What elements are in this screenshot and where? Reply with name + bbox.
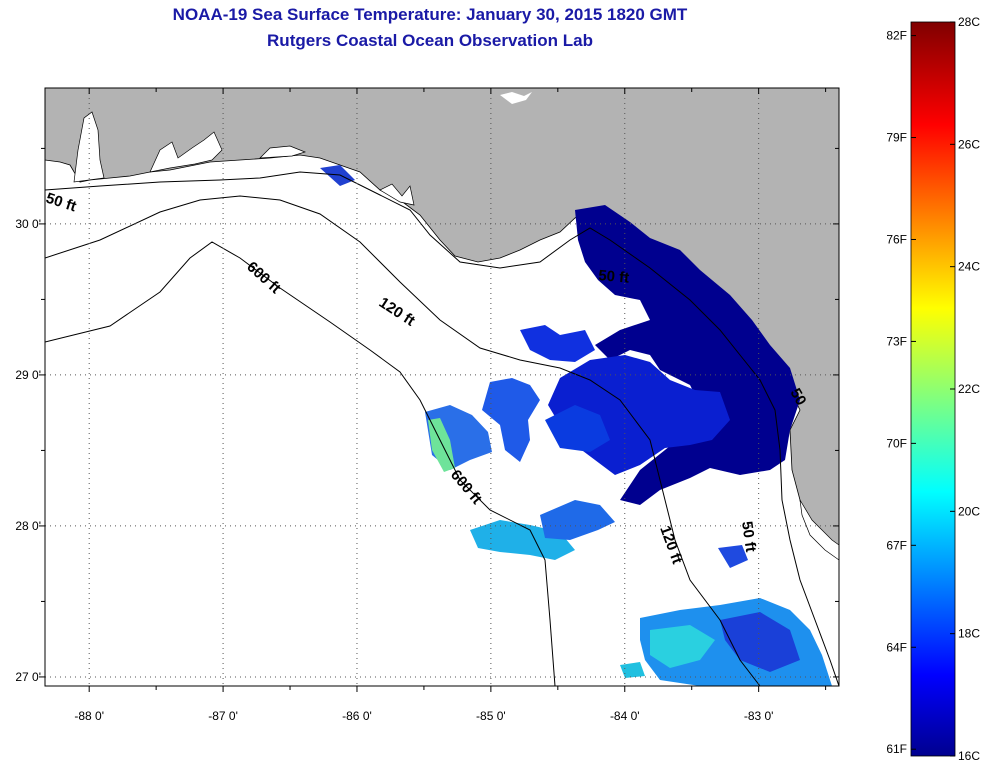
lon-label: -87 0' bbox=[208, 709, 238, 723]
colorbar-label-c: 22C bbox=[958, 382, 980, 396]
colorbar-label-c: 20C bbox=[958, 504, 980, 518]
sst-patch-west-shelf bbox=[482, 378, 540, 462]
colorbar-label-c: 24C bbox=[958, 260, 980, 274]
lat-label: 30 0' bbox=[15, 217, 41, 231]
contour-600ft-line bbox=[45, 241, 556, 686]
sst-patch-bigbend bbox=[575, 205, 800, 505]
colorbar-label-f: 70F bbox=[886, 436, 907, 450]
lat-label: 28 0' bbox=[15, 519, 41, 533]
lat-label: 27 0' bbox=[15, 670, 41, 684]
apalachee-bay bbox=[379, 183, 415, 206]
contour-120ft-line bbox=[45, 195, 761, 686]
sst-data bbox=[320, 165, 832, 686]
sst-patch-small bbox=[718, 545, 748, 568]
colorbar bbox=[910, 21, 956, 757]
colorbar-label-c: 26C bbox=[958, 137, 980, 151]
colorbar-label-f: 64F bbox=[886, 640, 907, 654]
contour-label-50-bigbend: 50 ft bbox=[598, 267, 630, 287]
pensacola-bay bbox=[149, 131, 223, 173]
inland-lake bbox=[500, 92, 532, 104]
lon-label: -88 0' bbox=[74, 709, 104, 723]
mobile-bay bbox=[73, 111, 105, 183]
sst-patch-swfl-cyan bbox=[650, 625, 715, 668]
colorbar-label-f: 67F bbox=[886, 538, 907, 552]
sst-patch-swfl-deep bbox=[720, 612, 800, 672]
axis-labels: -88 0' -87 0' -86 0' -85 0' -84 0' -83 0' 30 0… bbox=[15, 217, 773, 723]
lon-label: -85 0' bbox=[476, 709, 506, 723]
colorbar-label-f: 61F bbox=[886, 742, 907, 756]
sst-patch-south-blue bbox=[540, 500, 615, 540]
colorbar-label-f: 79F bbox=[886, 131, 907, 145]
lon-label: -83 0' bbox=[744, 709, 774, 723]
colorbar-ticks bbox=[911, 21, 955, 757]
colorbar-label-f: 73F bbox=[886, 334, 907, 348]
choctaw-bay bbox=[259, 145, 307, 159]
colorbar-label-c: 18C bbox=[958, 627, 980, 641]
colorbar-label-f: 82F bbox=[886, 29, 907, 43]
contour-50ft-line bbox=[45, 171, 839, 686]
lon-label: -84 0' bbox=[610, 709, 640, 723]
plot-frame bbox=[44, 87, 840, 687]
tampa-bay bbox=[799, 499, 839, 561]
map-subtitle: Rutgers Coastal Ocean Observation Lab bbox=[267, 31, 593, 50]
colorbar-label-f: 76F bbox=[886, 232, 907, 246]
axis-ticks bbox=[39, 88, 839, 692]
map-title: NOAA-19 Sea Surface Temperature: January… bbox=[172, 5, 688, 24]
contour-label-50-south: 50 ft bbox=[738, 520, 759, 553]
colorbar-label-c: 16C bbox=[958, 749, 980, 763]
lon-label: -86 0' bbox=[342, 709, 372, 723]
sst-patch-nw bbox=[320, 165, 355, 186]
sst-patch-north-blue bbox=[520, 325, 595, 362]
sst-patch-mid-blue bbox=[545, 405, 610, 452]
colorbar-labels: 28C 26C 24C 22C 20C 18C 16C 82F 79F 76F 73F 70F 67F 6… bbox=[886, 15, 980, 763]
sst-patch-cape-green bbox=[428, 418, 455, 472]
sst-patch-small-2 bbox=[620, 662, 645, 678]
lat-label: 29 0' bbox=[15, 368, 41, 382]
contour-label-50-east: 50 bbox=[787, 386, 810, 409]
colorbar-label-c: 28C bbox=[958, 15, 980, 29]
